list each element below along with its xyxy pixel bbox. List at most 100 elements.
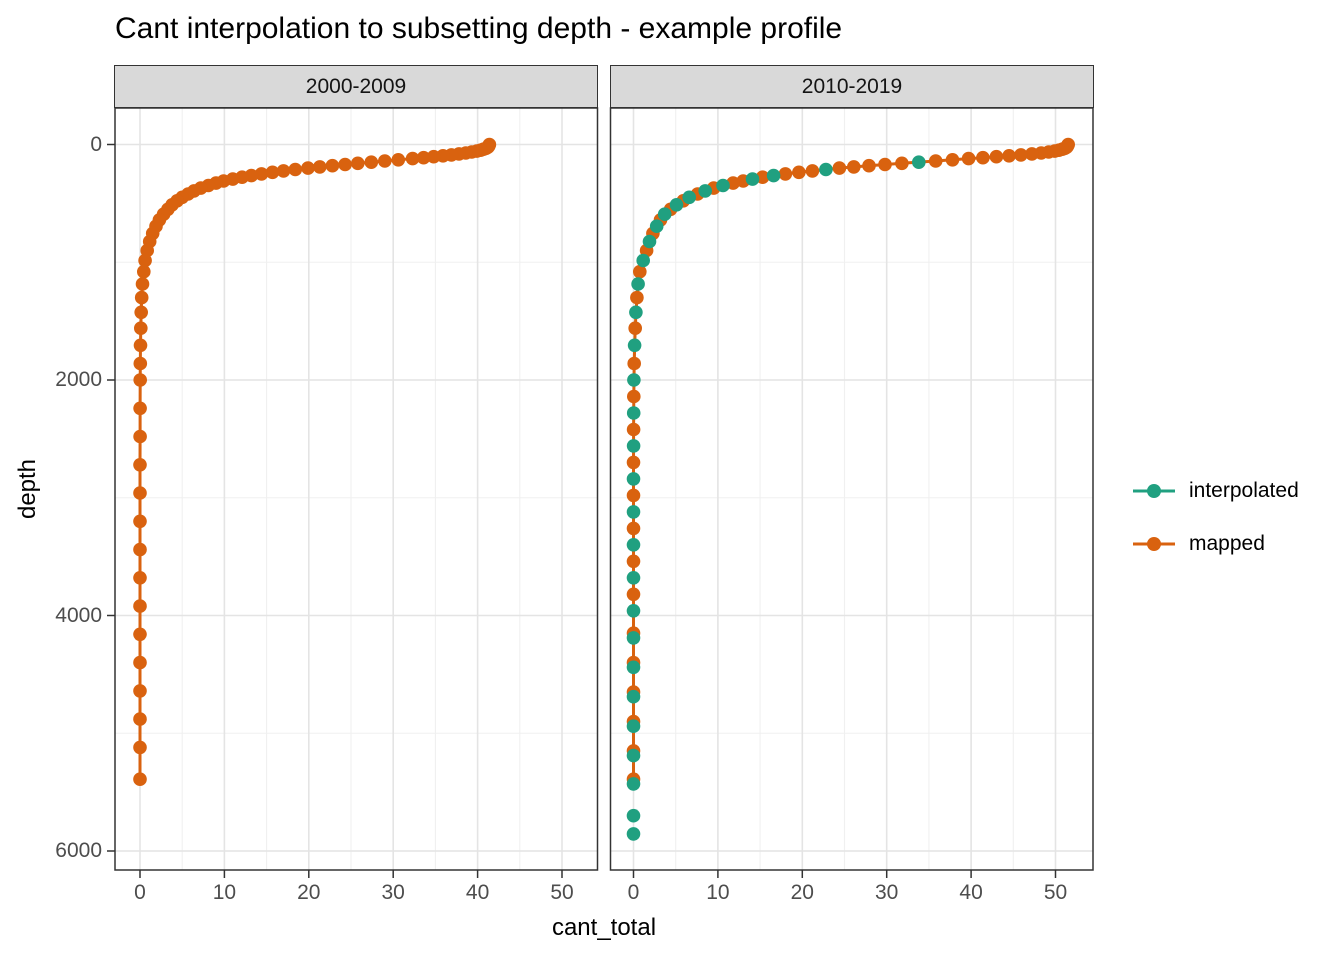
data-point-mapped	[138, 253, 152, 268]
y-tick-label: 2000	[55, 368, 102, 391]
data-point-interpolated	[631, 277, 645, 291]
data-point-interpolated	[626, 472, 641, 486]
x-tick-label: 50	[550, 881, 574, 904]
legend-key-mapped-icon	[1133, 537, 1175, 551]
data-point-mapped	[133, 655, 147, 670]
x-tick-label: 0	[627, 881, 640, 904]
data-point-mapped	[626, 422, 641, 437]
data-point-mapped	[137, 264, 151, 279]
data-point-mapped	[832, 161, 847, 175]
data-point-interpolated	[716, 178, 730, 193]
data-point-mapped	[1002, 149, 1016, 163]
data-point-mapped	[778, 167, 793, 181]
legend-label: interpolated	[1189, 479, 1299, 502]
x-axis-title: cant_total	[551, 914, 657, 941]
panel-border	[609, 107, 1094, 871]
data-point-mapped	[945, 153, 960, 167]
data-point-mapped	[313, 160, 327, 174]
data-point-mapped	[133, 373, 147, 387]
data-point-mapped	[133, 684, 147, 698]
data-point-mapped	[792, 165, 806, 180]
data-point-mapped	[133, 571, 147, 585]
facet-panel-2010-2019	[609, 107, 1094, 878]
data-point-mapped	[364, 155, 379, 169]
legend-entry-mapped: mapped	[1131, 530, 1299, 558]
x-tick-label: 40	[465, 881, 490, 904]
data-point-interpolated	[626, 660, 641, 675]
facet-strip-label: 2000-2009	[305, 74, 407, 98]
data-point-interpolated	[745, 172, 760, 186]
data-point-mapped	[288, 162, 303, 177]
data-point-mapped	[135, 277, 150, 291]
data-point-mapped	[862, 158, 876, 173]
data-point-interpolated	[636, 253, 650, 268]
data-point-interpolated	[682, 190, 696, 205]
data-point-mapped	[134, 290, 149, 305]
data-point-interpolated	[626, 808, 641, 823]
data-point-mapped	[133, 514, 147, 529]
data-point-interpolated	[912, 155, 926, 169]
data-point-interpolated	[626, 827, 641, 841]
data-point-interpolated	[626, 748, 641, 763]
data-point-mapped	[133, 458, 147, 472]
data-point-mapped	[133, 429, 147, 444]
data-point-mapped	[405, 151, 420, 166]
data-point-interpolated	[626, 604, 641, 618]
data-point-mapped	[133, 356, 148, 371]
legend-key-interpolated-icon	[1133, 484, 1175, 498]
facet-strip-2010-2019: 2010-2019	[610, 65, 1094, 108]
legend-entry-interpolated: interpolated	[1131, 477, 1299, 505]
data-point-mapped	[847, 160, 861, 174]
x-tick-label: 30	[875, 881, 899, 904]
data-point-interpolated	[642, 234, 657, 249]
y-tick-label: 4000	[55, 603, 102, 627]
x-tick-label: 20	[790, 881, 814, 904]
plot-title: Cant interpolation to subsetting depth -…	[115, 12, 843, 45]
data-point-mapped	[1025, 147, 1039, 161]
data-point-mapped	[805, 164, 820, 178]
legend-key-point	[1147, 537, 1161, 551]
data-point-mapped	[133, 627, 147, 642]
data-point-interpolated	[626, 719, 641, 733]
y-tick-label: 0	[90, 132, 102, 156]
data-point-interpolated	[626, 406, 641, 420]
data-point-mapped	[633, 264, 647, 279]
x-tick-label: 10	[212, 881, 237, 904]
data-point-mapped	[416, 150, 431, 165]
legend-label: mapped	[1189, 532, 1265, 555]
data-point-mapped	[961, 151, 976, 166]
data-point-mapped	[426, 149, 441, 164]
data-point-mapped	[627, 389, 641, 404]
x-tick-label: 30	[381, 881, 405, 904]
data-point-mapped	[630, 290, 644, 305]
x-tick-label: 0	[134, 881, 146, 904]
facet-strip-2000-2009: 2000-2009	[114, 65, 598, 108]
data-point-interpolated	[629, 305, 643, 320]
data-point-mapped	[351, 156, 365, 171]
data-point-mapped	[134, 321, 148, 336]
series-line-mapped	[138, 143, 491, 781]
data-point-interpolated	[626, 538, 641, 552]
y-axis-title: depth	[14, 458, 41, 520]
data-point-mapped	[626, 554, 641, 569]
data-point-interpolated	[698, 184, 712, 198]
data-point-mapped	[276, 164, 291, 178]
data-point-mapped	[134, 305, 148, 320]
data-point-interpolated	[626, 777, 641, 791]
x-tick-label: 50	[1043, 881, 1068, 904]
data-point-mapped	[626, 587, 641, 602]
data-point-mapped	[301, 161, 315, 175]
y-tick-label: 6000	[55, 839, 102, 862]
series-line-mapped	[632, 143, 1070, 781]
data-point-mapped	[928, 154, 943, 168]
data-point-mapped	[989, 149, 1004, 164]
data-point-interpolated	[626, 689, 641, 704]
data-point-mapped	[133, 338, 148, 353]
data-point-mapped	[755, 170, 770, 184]
data-point-mapped	[1014, 148, 1028, 162]
data-point-interpolated	[626, 439, 641, 453]
data-point-interpolated	[626, 571, 641, 585]
data-point-mapped	[628, 321, 642, 336]
